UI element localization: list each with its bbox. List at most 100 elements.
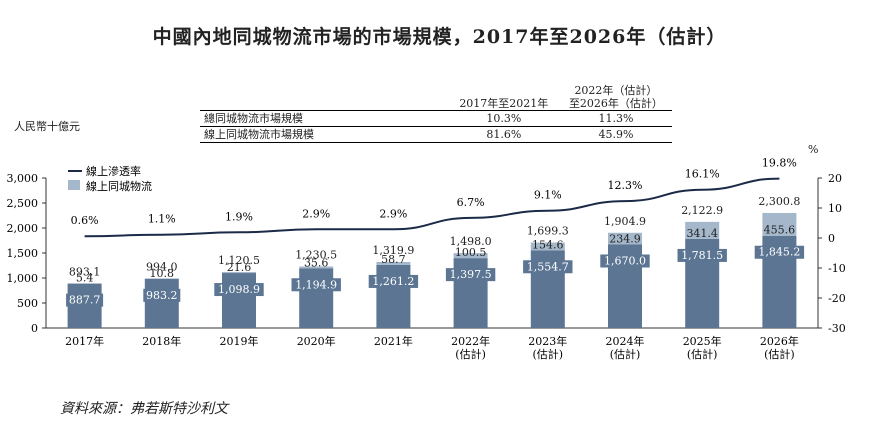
bar-online: [762, 212, 797, 236]
penetration-label: 1.9%: [225, 210, 253, 223]
bar-online: [144, 278, 179, 279]
y-tick-label: 2,000: [7, 222, 39, 235]
bar-online-label: 35.6: [304, 256, 329, 269]
x-tick-label: 2022年: [451, 334, 490, 348]
x-tick-label: (估計): [764, 347, 795, 361]
x-tick-label: 2021年: [374, 334, 413, 348]
y-axis-unit-label: 人民幣十億元: [14, 120, 80, 133]
bar-total-label: 2,122.9: [681, 204, 723, 217]
bar-offline-label-bg: [291, 278, 341, 292]
y-tick-label: 1,500: [7, 247, 39, 260]
bar-online-label: 341.4: [686, 227, 718, 240]
y2-tick-label: 10: [828, 202, 842, 215]
bar-total-label: 1,904.9: [604, 215, 646, 228]
x-tick-label: 2026年: [760, 334, 799, 348]
x-tick-label: 2018年: [142, 334, 181, 348]
bar-online-label: 58.7: [381, 253, 406, 266]
bar-offline-label: 1,781.5: [681, 249, 723, 262]
cagr-value: 45.9%: [559, 126, 672, 143]
cagr-row-label: 總同城物流市場規模: [200, 110, 448, 127]
penetration-label: 2.9%: [302, 207, 330, 220]
x-tick-label: 2020年: [297, 334, 336, 348]
y2-tick-label: 0: [828, 232, 835, 245]
y2-tick-label: 20: [828, 172, 842, 185]
bar-offline-label-bg: [754, 245, 805, 259]
y2-axis-unit-label: %: [808, 143, 819, 156]
bar-offline-label: 1,194.9: [295, 278, 337, 291]
bar-online: [453, 253, 488, 259]
penetration-label: 6.7%: [457, 196, 485, 209]
bar-offline-label: 1,554.7: [527, 260, 569, 273]
bar-online-label: 100.5: [455, 246, 487, 259]
bar-online-label: 455.6: [764, 224, 796, 237]
bar-offline-label-bg: [66, 293, 104, 307]
bar-offline-label: 1,098.9: [218, 283, 260, 296]
y2-tick-label: -20: [828, 292, 846, 305]
penetration-label: 19.8%: [762, 157, 797, 170]
cagr-value: 11.3%: [559, 110, 672, 127]
y2-tick-label: -10: [828, 262, 846, 275]
cagr-value: 81.6%: [447, 126, 560, 143]
bar-offline: [144, 278, 179, 328]
bar-total-label: 893.1: [69, 265, 101, 278]
bar-online: [299, 266, 334, 269]
bar-online-label: 10.8: [150, 267, 175, 280]
bar-offline-label: 1,845.2: [758, 246, 800, 259]
legend-line-label: 線上滲透率: [86, 164, 141, 178]
bar-online: [376, 262, 411, 265]
penetration-label: 12.3%: [608, 179, 643, 192]
y-tick-label: 0: [31, 322, 38, 335]
bar-offline-label-bg: [677, 248, 727, 262]
bar-offline-label: 1,261.2: [372, 275, 414, 288]
x-tick-label: (估計): [610, 347, 641, 361]
cagr-header-period-2: 2022年（估計） 至2026年（估計）: [568, 84, 663, 110]
x-tick-label: 2024年: [606, 334, 645, 348]
cagr-value: 10.3%: [447, 110, 560, 127]
bar-online: [222, 271, 256, 274]
bar-online-label: 154.6: [532, 238, 564, 251]
penetration-label: 9.1%: [534, 189, 562, 202]
cagr-header-row: 2017年至2021年 2022年（估計） 至2026年（估計）: [200, 84, 672, 111]
x-tick-label: (估計): [533, 347, 564, 361]
y-tick-label: 500: [17, 297, 38, 310]
penetration-label: 0.6%: [71, 214, 99, 227]
bar-total-label: 2,300.8: [758, 195, 800, 208]
bar-offline-label: 1,670.0: [604, 255, 646, 268]
bar-offline-label-bg: [600, 254, 650, 268]
bar-offline: [222, 273, 256, 328]
legend-box-swatch: [68, 180, 80, 190]
y-tick-label: 1,000: [7, 272, 39, 285]
source-note: 資料來源：弗若斯特沙利文: [60, 401, 228, 417]
penetration-line: [84, 177, 780, 238]
bar-online-label: 5.4: [76, 272, 94, 285]
cagr-row-label: 線上同城物流市場規模: [200, 126, 448, 143]
bar-total-label: 1,230.5: [295, 248, 337, 261]
legend-box-label: 線上同城物流: [86, 179, 152, 193]
y2-tick-label: -30: [828, 322, 846, 335]
penetration-label: 16.1%: [685, 168, 720, 181]
y-tick-label: 3,000: [7, 172, 39, 185]
bar-online-label: 234.9: [609, 233, 641, 246]
cagr-row-total: 總同城物流市場規模 10.3% 11.3%: [200, 110, 672, 127]
bar-online: [530, 242, 565, 251]
x-tick-label: 2025年: [683, 334, 722, 348]
bar-offline-label: 983.2: [146, 289, 178, 302]
x-tick-label: 2023年: [528, 334, 567, 348]
bar-total-label: 1,498.0: [450, 235, 492, 248]
bar-total-label: 1,699.3: [527, 225, 569, 238]
penetration-label: 2.9%: [379, 207, 407, 220]
bar-total-label: 994.0: [146, 260, 178, 273]
cagr-table: 2017年至2021年 2022年（估計） 至2026年（估計） 總同城物流市場…: [200, 84, 672, 143]
y-tick-label: 2,500: [7, 197, 39, 210]
penetration-label: 1.1%: [148, 213, 176, 226]
bar-online: [608, 232, 642, 245]
bar-online-label: 21.6: [227, 261, 252, 274]
x-tick-label: 2019年: [220, 334, 259, 348]
chart-title: 中國內地同城物流市場的市場規模，2017年至2026年（估計）: [152, 26, 727, 48]
bar-offline-label-bg: [523, 260, 573, 274]
bar-offline: [299, 268, 334, 328]
bar-offline-label-bg: [143, 288, 181, 302]
cagr-header-period-1: 2017年至2021年: [459, 97, 549, 110]
bar-total-label: 1,120.5: [218, 254, 260, 267]
